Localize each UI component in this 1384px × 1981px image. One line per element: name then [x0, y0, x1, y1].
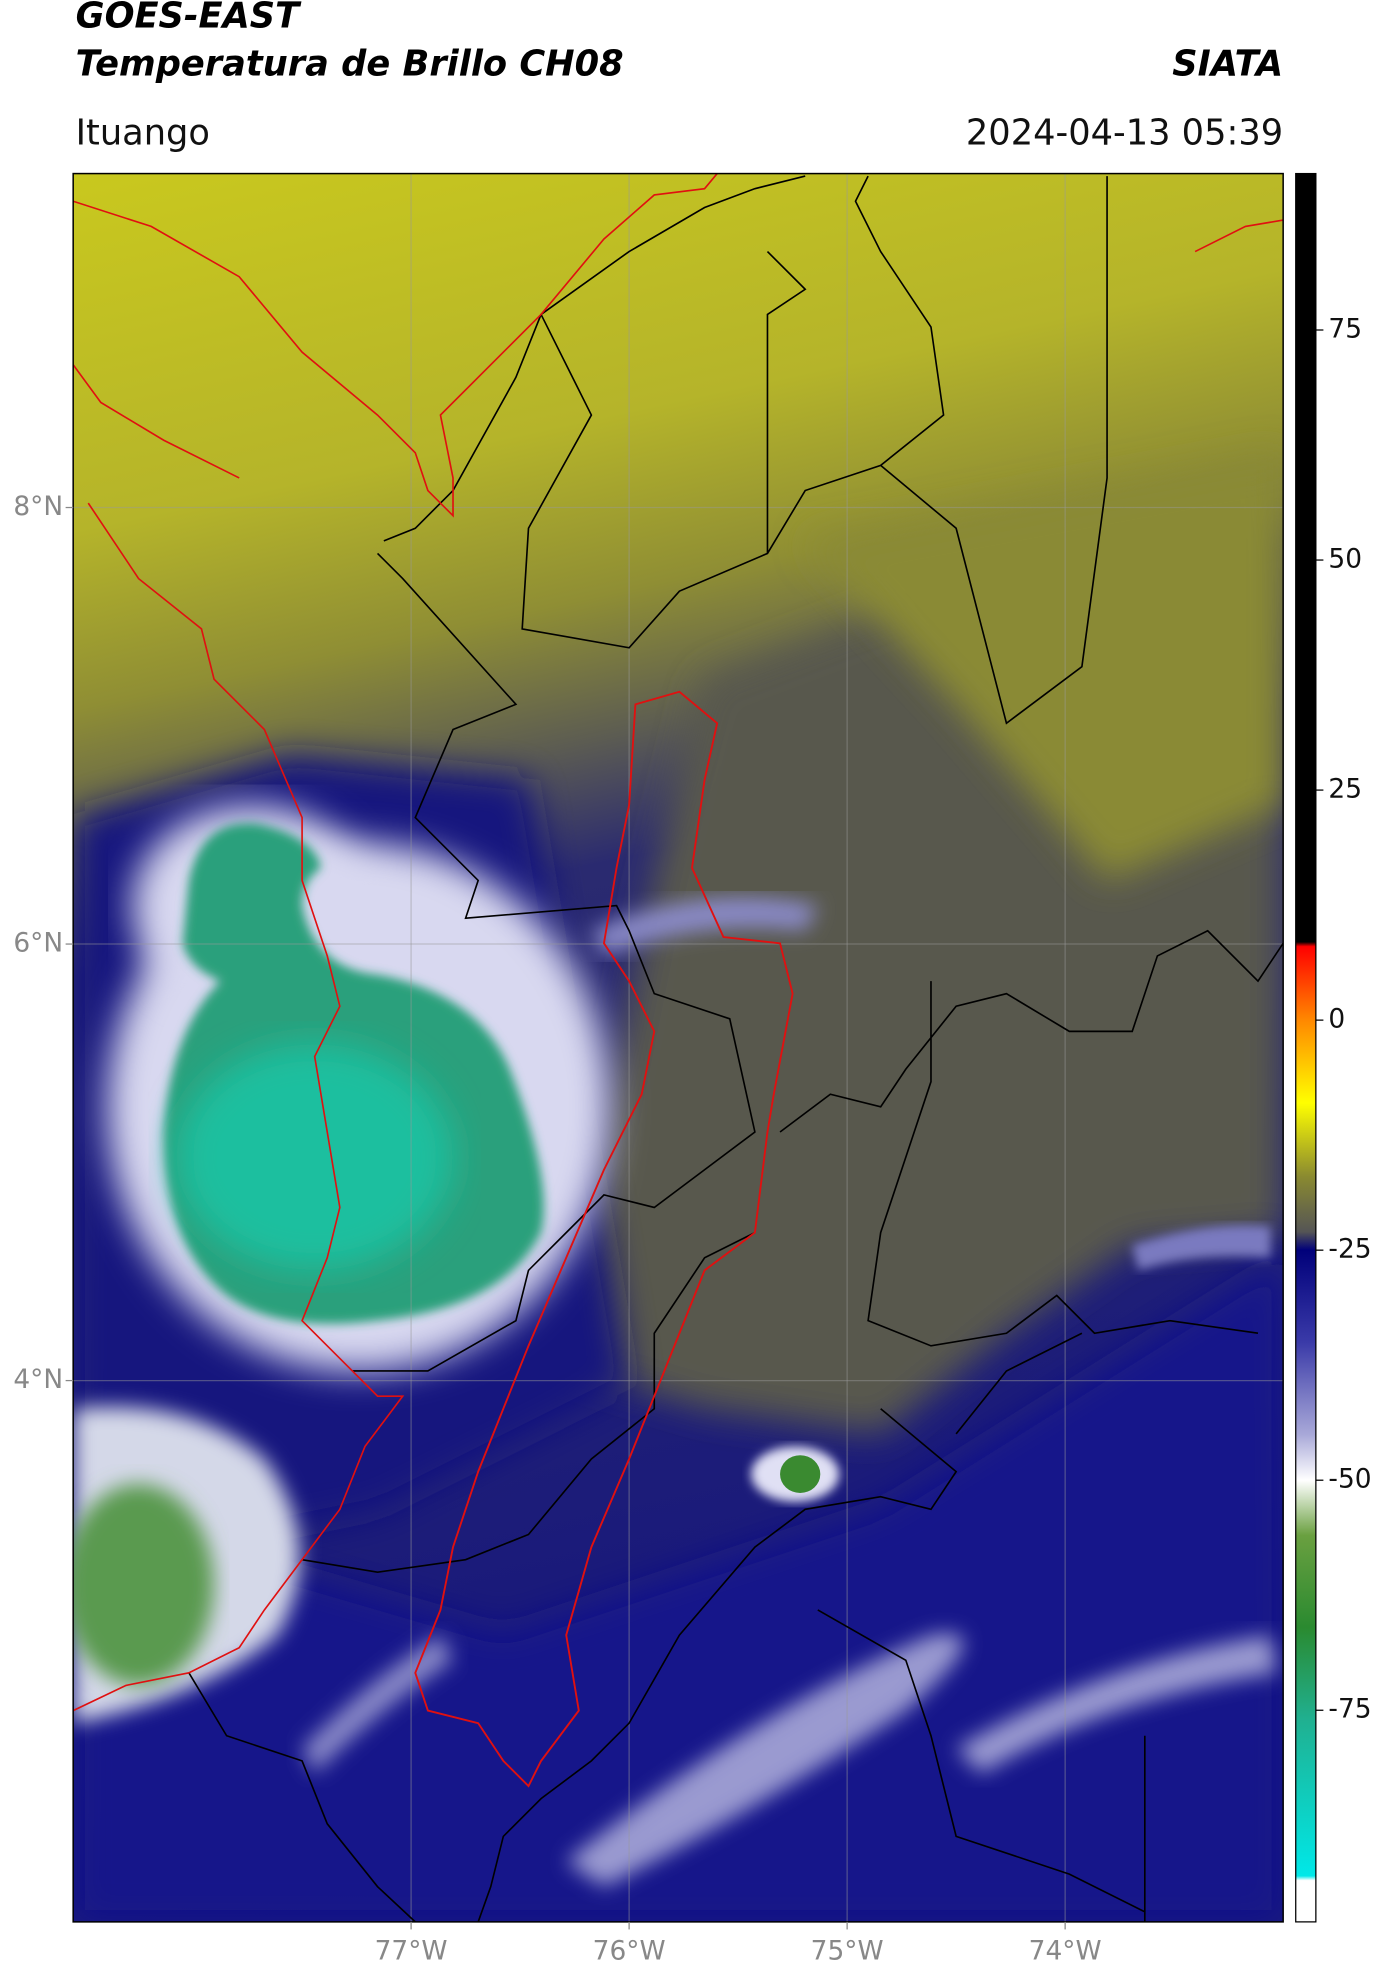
x-tick-label: 75°W [811, 1936, 884, 1967]
colorbar-tick-label: 25 [1328, 774, 1362, 805]
colorbar-tick-label: 50 [1328, 544, 1362, 575]
cloud-streak [591, 897, 818, 956]
colorbar-tick-label: 0 [1328, 1004, 1345, 1035]
grid [73, 173, 1284, 1922]
colorbar-tick-label: -50 [1328, 1464, 1371, 1495]
axis-labels: 77°W 76°W 75°W 74°W 8°N 6°N 4°N [13, 491, 1101, 1967]
cloud-streak [1132, 1225, 1271, 1271]
imagery [73, 173, 1284, 1922]
coastline [73, 173, 1284, 1712]
source: SIATA [1172, 43, 1283, 84]
cloud-streak [566, 1633, 964, 1887]
cloud-streak [956, 1635, 1277, 1774]
cold-cloud-top [780, 1455, 821, 1493]
colorbar-tick-label: -25 [1328, 1234, 1371, 1265]
y-tick-label: 8°N [13, 491, 63, 522]
colorbar [1295, 172, 1317, 1923]
warm-zone [805, 452, 1284, 881]
map-frame [72, 172, 1284, 1923]
x-tick-label: 74°W [1029, 1936, 1102, 1967]
datetime: 2024-04-13 05:39 [966, 113, 1283, 154]
x-tick-label: 76°W [593, 1936, 666, 1967]
antioquia-outline [414, 690, 794, 1788]
cloud-streak [302, 1635, 454, 1774]
colorbar-ticks: 75 50 25 0 -25 -50 -75 [1315, 314, 1372, 1725]
colorbar-tick-label: 75 [1328, 314, 1362, 345]
y-tick-label: 6°N [13, 928, 63, 959]
x-tick-label: 77°W [375, 1936, 448, 1967]
location: Ituango [76, 113, 210, 154]
colorbar-tick-label: -75 [1328, 1694, 1371, 1725]
y-tick-label: 4°N [13, 1364, 63, 1395]
borders [73, 173, 1284, 1922]
cold-cloud-top [73, 1484, 215, 1686]
cold-cloud-core [176, 1043, 454, 1271]
subtitle: Temperatura de Brillo CH08 [76, 43, 624, 84]
title: GOES-EAST [76, 0, 302, 37]
